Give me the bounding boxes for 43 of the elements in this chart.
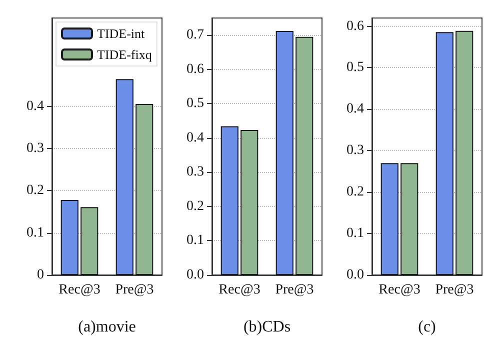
x-tick-label: Rec@3 — [218, 282, 260, 298]
y-tick-label: 0.4 — [186, 130, 204, 146]
legend-label: TIDE-int — [97, 26, 146, 41]
x-tick-label: Rec@3 — [58, 282, 100, 298]
legend-label: TIDE-fixq — [97, 47, 152, 62]
bar — [60, 200, 78, 275]
bar — [400, 163, 418, 275]
y-tick-label: 0.5 — [346, 60, 364, 76]
x-axis-title: (c) — [418, 318, 436, 336]
y-tick-label: 0.1 — [186, 233, 204, 248]
bar — [380, 163, 398, 275]
y-tick-label: 0.1 — [26, 225, 44, 240]
y-tick-label: 0.4 — [346, 102, 364, 117]
x-tick-label: Pre@3 — [115, 282, 154, 298]
y-tick-label: 0.3 — [346, 143, 364, 158]
x-tick-label: Rec@3 — [378, 282, 420, 298]
bar — [276, 31, 294, 275]
y-tick-label: 0.0 — [346, 268, 364, 282]
x-tick-label: Pre@3 — [275, 282, 314, 298]
y-tick-label: 0.4 — [26, 98, 44, 114]
y-tick-label: 0.5 — [186, 96, 204, 112]
x-axis-title: (b)CDs — [243, 318, 291, 336]
bar — [80, 207, 98, 275]
y-tick-label: 0.6 — [346, 18, 364, 34]
bar — [456, 30, 474, 275]
y-tick-label: 0.0 — [186, 268, 204, 282]
bar — [220, 126, 238, 275]
y-tick-label: 0.2 — [186, 198, 204, 214]
bar — [240, 130, 258, 275]
y-tick-label: 0.2 — [346, 184, 364, 200]
bar — [436, 32, 454, 275]
y-tick-label: 0.1 — [346, 226, 364, 242]
bar — [296, 36, 314, 275]
bar — [136, 104, 154, 275]
x-tick-label: Pre@3 — [435, 282, 474, 298]
y-tick-label: 0.6 — [186, 62, 204, 77]
bar — [116, 79, 134, 275]
x-axis-title: (a)movie — [78, 318, 136, 336]
y-tick-label: 0 — [37, 268, 44, 282]
y-tick-label: 0.2 — [26, 183, 44, 198]
y-tick-label: 0.3 — [186, 164, 204, 180]
y-tick-label: 0.3 — [26, 141, 44, 156]
y-tick-label: 0.7 — [186, 28, 204, 43]
